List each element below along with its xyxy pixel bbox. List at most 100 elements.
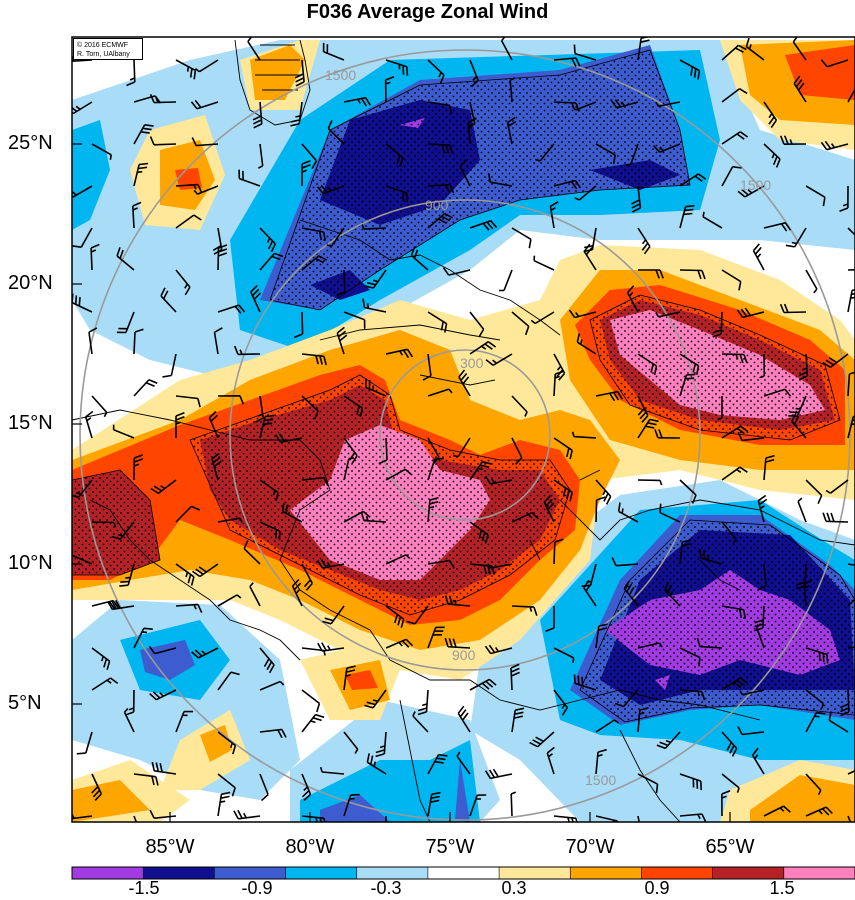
wind-barb [133, 162, 149, 187]
wind-barb [458, 369, 471, 397]
wind-barb [679, 689, 706, 701]
wind-barb [76, 731, 93, 755]
wind-barb [822, 512, 849, 523]
wind-barb [763, 388, 792, 397]
wind-barb [847, 227, 855, 236]
wind-barb [798, 353, 809, 381]
wind-barb [72, 101, 93, 115]
wind-barb [595, 479, 612, 505]
axis-ticks [72, 143, 731, 822]
wind-barb [805, 269, 818, 294]
wind-barb [149, 689, 177, 701]
wind-barb [553, 57, 581, 67]
wind-barb [553, 647, 575, 663]
wind-barb [583, 243, 597, 271]
wind-barb [444, 595, 471, 607]
wind-barb [247, 37, 261, 61]
wind-barb [84, 410, 94, 439]
wind-barb [511, 707, 525, 733]
wind-barb [679, 773, 702, 791]
wind-barb [133, 379, 158, 397]
wind-barb [301, 143, 318, 169]
wind-barb [259, 252, 284, 271]
wind-barb [453, 437, 471, 458]
wind-barb [208, 410, 219, 439]
wind-barb [737, 185, 765, 198]
coastlines [72, 39, 855, 822]
wind-barb [412, 711, 429, 733]
wind-barb [571, 431, 597, 439]
wind-barb [444, 637, 471, 649]
wind-barb [637, 395, 649, 423]
wind-barb [721, 521, 737, 544]
wind-barb [553, 479, 573, 502]
wind-barb [175, 603, 203, 613]
wind-barb [739, 689, 765, 696]
wind-barb [217, 731, 237, 755]
wind-barb [637, 353, 658, 375]
wind-barb [679, 813, 707, 822]
wind-barb [72, 185, 93, 198]
wind-barb [343, 731, 359, 754]
wind-barb [576, 333, 597, 355]
wind-barb [511, 311, 530, 336]
credit-box: © 2016 ECMWF R. Torn, UAlbany [73, 38, 143, 60]
wind-barb [696, 637, 723, 649]
wind-barb [721, 269, 742, 291]
wind-barb [805, 711, 826, 733]
wind-barb [133, 328, 144, 355]
wind-barb [595, 623, 608, 649]
wind-barb [90, 243, 100, 271]
wind-barb [132, 201, 142, 229]
wind-barb [755, 623, 765, 649]
wind-barb [91, 773, 103, 801]
wind-barb [133, 773, 159, 786]
wind-barb [805, 479, 823, 505]
wind-barb [637, 642, 663, 649]
wind-barb [116, 247, 135, 271]
wind-barb [469, 563, 496, 576]
wind-barb [111, 521, 135, 541]
wind-barb [301, 773, 312, 802]
wind-barb [148, 645, 177, 655]
wind-barb [469, 311, 485, 338]
wind-barb [316, 184, 345, 195]
wind-barb [595, 143, 616, 164]
wind-barb [301, 255, 328, 271]
wind-barb [211, 452, 222, 481]
wind-barb [301, 227, 327, 241]
wind-barb [422, 353, 432, 381]
wind-barb [362, 298, 387, 313]
wind-barb [361, 224, 387, 230]
wind-barb [116, 311, 135, 334]
wind-barb [319, 766, 345, 775]
wind-barb [679, 59, 701, 80]
wind-barb [326, 227, 345, 247]
wind-barb [805, 689, 825, 709]
wind-barb [847, 415, 855, 439]
wind-barb [301, 476, 329, 487]
wind-barb [343, 793, 360, 817]
wind-barb [745, 37, 765, 61]
wind-barb [133, 627, 153, 649]
wind-barb [160, 287, 177, 313]
wind-barb [343, 457, 355, 481]
wind-barb [543, 495, 555, 523]
wind-barb [637, 815, 640, 822]
wind-barb [530, 311, 555, 325]
wind-barb [119, 563, 135, 587]
wind-barb [364, 269, 387, 289]
wind-barb [820, 59, 849, 68]
wind-barb [679, 479, 697, 504]
wind-barb [360, 511, 387, 523]
wind-barb [659, 503, 681, 523]
wind-barb [193, 185, 219, 195]
wind-barb [175, 183, 203, 194]
wind-barb [721, 789, 731, 817]
distance-rings [79, 49, 851, 821]
wind-barb [259, 680, 285, 691]
wind-barb [91, 647, 111, 671]
wind-barb [301, 160, 311, 187]
wind-barb [343, 510, 371, 523]
